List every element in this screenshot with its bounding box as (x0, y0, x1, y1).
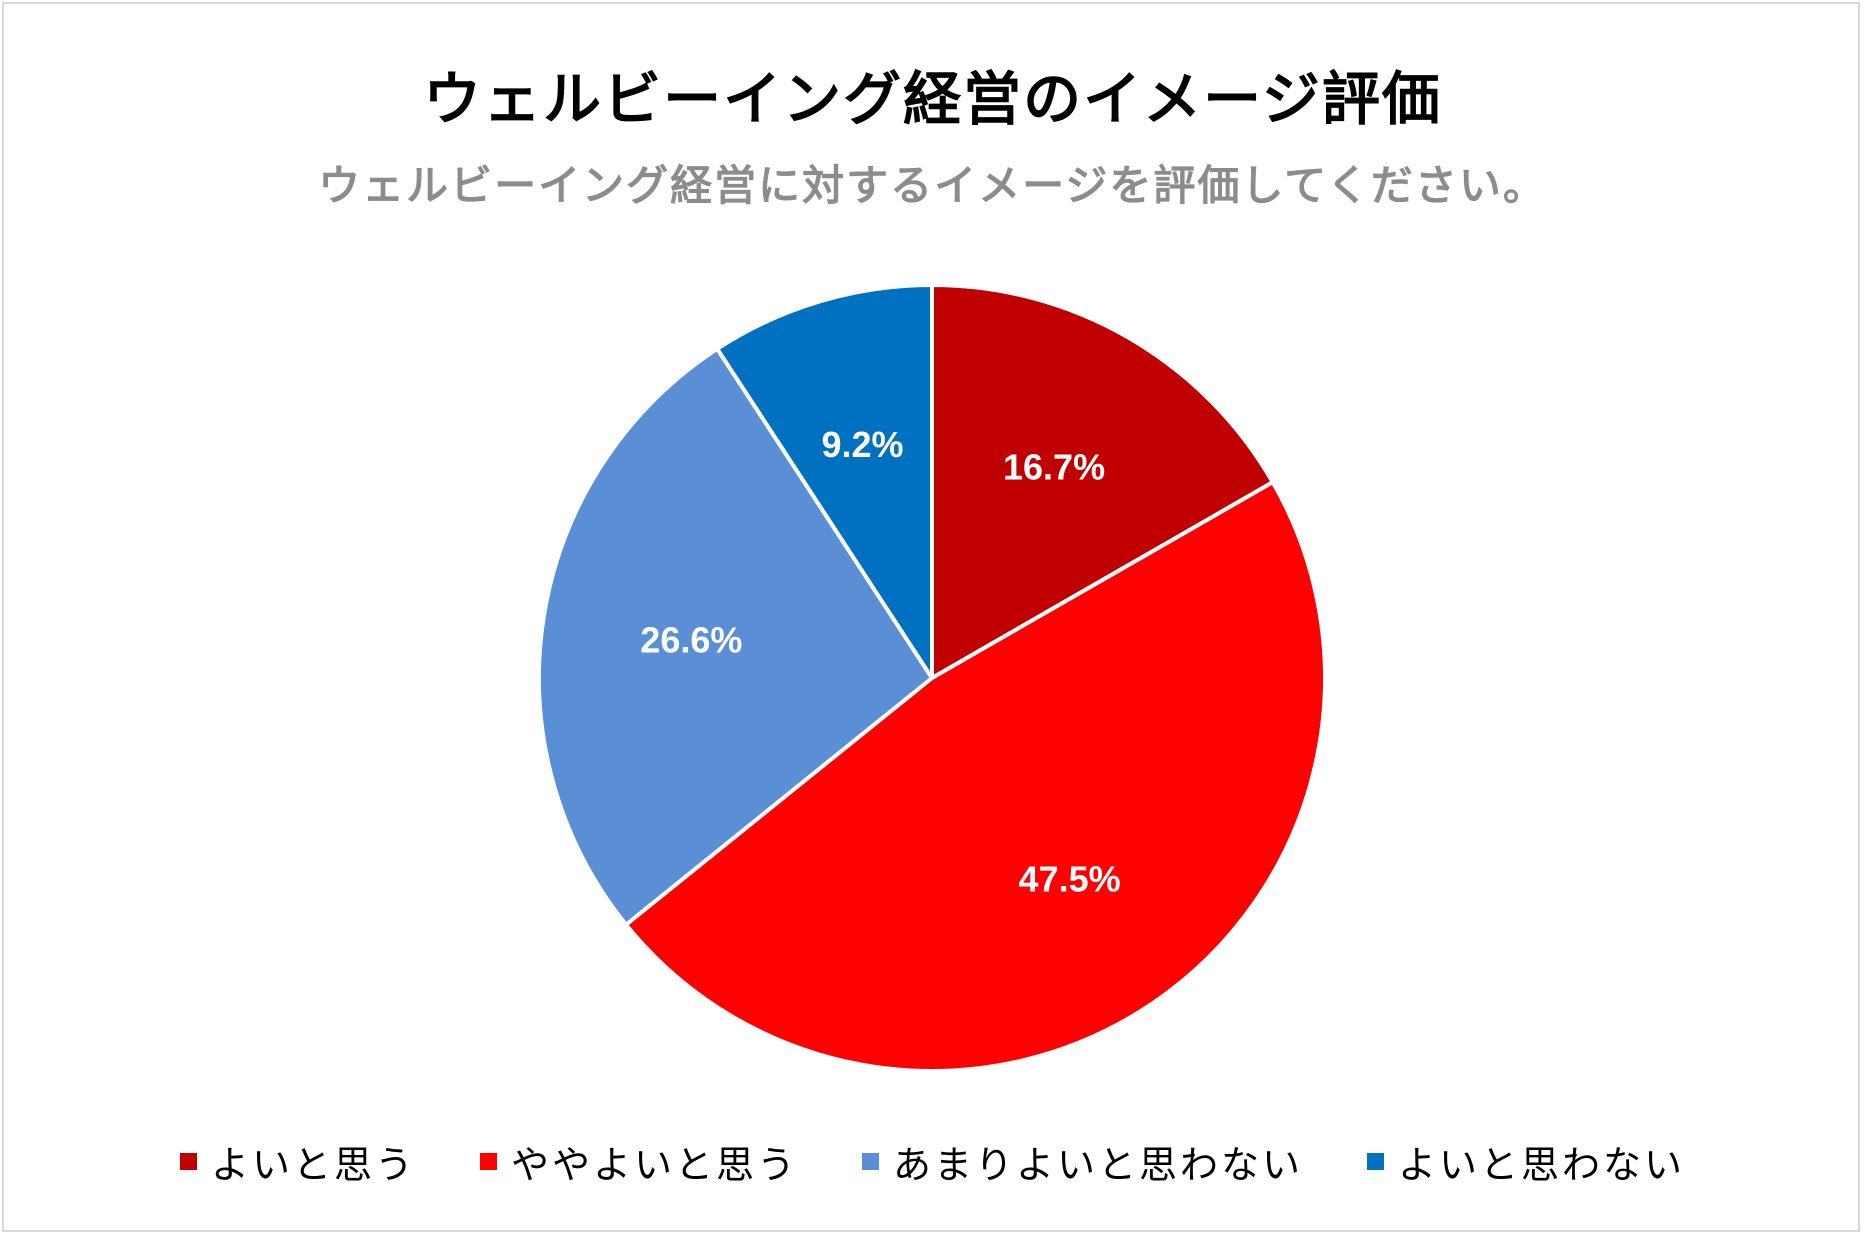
chart-subtitle: ウェルビーイング経営に対するイメージを評価してください。 (318, 161, 1547, 210)
pie-slice-amari-yoku-nai (537, 346, 934, 927)
legend-label-yoi: よいと思う (210, 1143, 416, 1187)
legend-label-yaya-yoi: ややよいと思う (510, 1143, 798, 1187)
pie-slice-yaya-yoi (624, 480, 1327, 1073)
legend-label-yoku-nai: よいと思わない (1398, 1143, 1686, 1187)
legend-label-amari-yoku-nai: あまりよいと思わない (893, 1143, 1304, 1187)
legend-item-yoi: よいと思う (179, 1134, 416, 1189)
data-label-yaya-yoi: 47.5% (1019, 859, 1121, 900)
legend-swatch-yoku-nai (1367, 1153, 1385, 1170)
legend: よいと思う ややよいと思う あまりよいと思わない よいと思わない (0, 1134, 1865, 1189)
legend-swatch-yaya-yoi (479, 1153, 497, 1170)
data-label-yoku-nai: 9.2% (822, 424, 904, 465)
legend-swatch-yoi (179, 1153, 197, 1170)
legend-item-amari-yoku-nai: あまりよいと思わない (862, 1134, 1303, 1189)
chart-title: ウェルビーイング経営のイメージ評価 (423, 65, 1442, 133)
data-label-amari-yoku-nai: 26.6% (640, 619, 742, 660)
pie-slice-yoi (930, 283, 1275, 680)
legend-swatch-amari-yoku-nai (862, 1153, 879, 1170)
data-label-yoi: 16.7% (1003, 447, 1105, 488)
legend-item-yoku-nai: よいと思わない (1367, 1134, 1685, 1189)
legend-item-yaya-yoi: ややよいと思う (479, 1134, 798, 1189)
pie-slice-yoku-nai (715, 283, 934, 680)
